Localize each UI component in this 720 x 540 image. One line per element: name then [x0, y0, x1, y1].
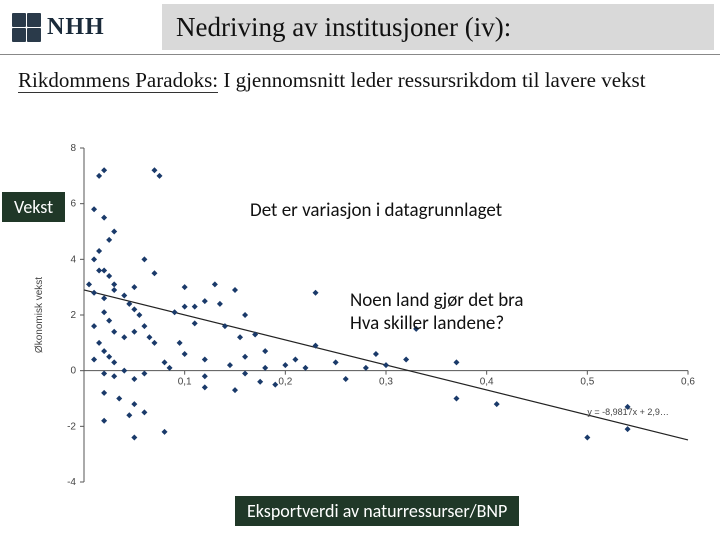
svg-text:-4: -4	[67, 477, 76, 488]
subtitle-lead: Rikdommens Paradoks:	[18, 68, 218, 93]
y-axis-label: Vekst	[2, 192, 65, 222]
annotation-line1: Noen land gjør det bra	[350, 289, 524, 312]
annotation-line2: Hva skiller landene?	[350, 312, 504, 335]
svg-text:0: 0	[70, 366, 76, 377]
header: NHH Nedriving av institusjoner (iv):	[0, 0, 720, 55]
subtitle: Rikdommens Paradoks: I gjennomsnitt lede…	[0, 55, 720, 99]
nhh-logo: NHH	[0, 0, 162, 54]
svg-text:2: 2	[70, 310, 76, 321]
svg-text:Økonomisk vekst: Økonomisk vekst	[34, 277, 45, 353]
svg-text:0,2: 0,2	[278, 377, 292, 388]
logo-text: NHH	[47, 14, 105, 41]
subtitle-rest: I gjennomsnitt leder ressursrikdom til l…	[218, 68, 646, 92]
svg-text:-2: -2	[67, 421, 76, 432]
annotation-countries: Noen land gjør det bra Hva skiller lande…	[350, 290, 524, 336]
svg-text:4: 4	[70, 254, 76, 265]
svg-text:0,6: 0,6	[681, 377, 695, 388]
svg-text:0,3: 0,3	[379, 377, 393, 388]
svg-text:6: 6	[70, 199, 76, 210]
svg-text:8: 8	[70, 143, 76, 154]
svg-text:0,1: 0,1	[178, 377, 192, 388]
x-axis-label: Eksportverdi av naturressurser/BNP	[235, 496, 519, 526]
page-title: Nedriving av institusjoner (iv):	[162, 4, 714, 50]
logo-grid-icon	[12, 13, 41, 42]
svg-text:0,4: 0,4	[480, 377, 494, 388]
annotation-variation: Det er variasjon i datagrunnlaget	[250, 200, 502, 223]
svg-text:0,5: 0,5	[580, 377, 594, 388]
